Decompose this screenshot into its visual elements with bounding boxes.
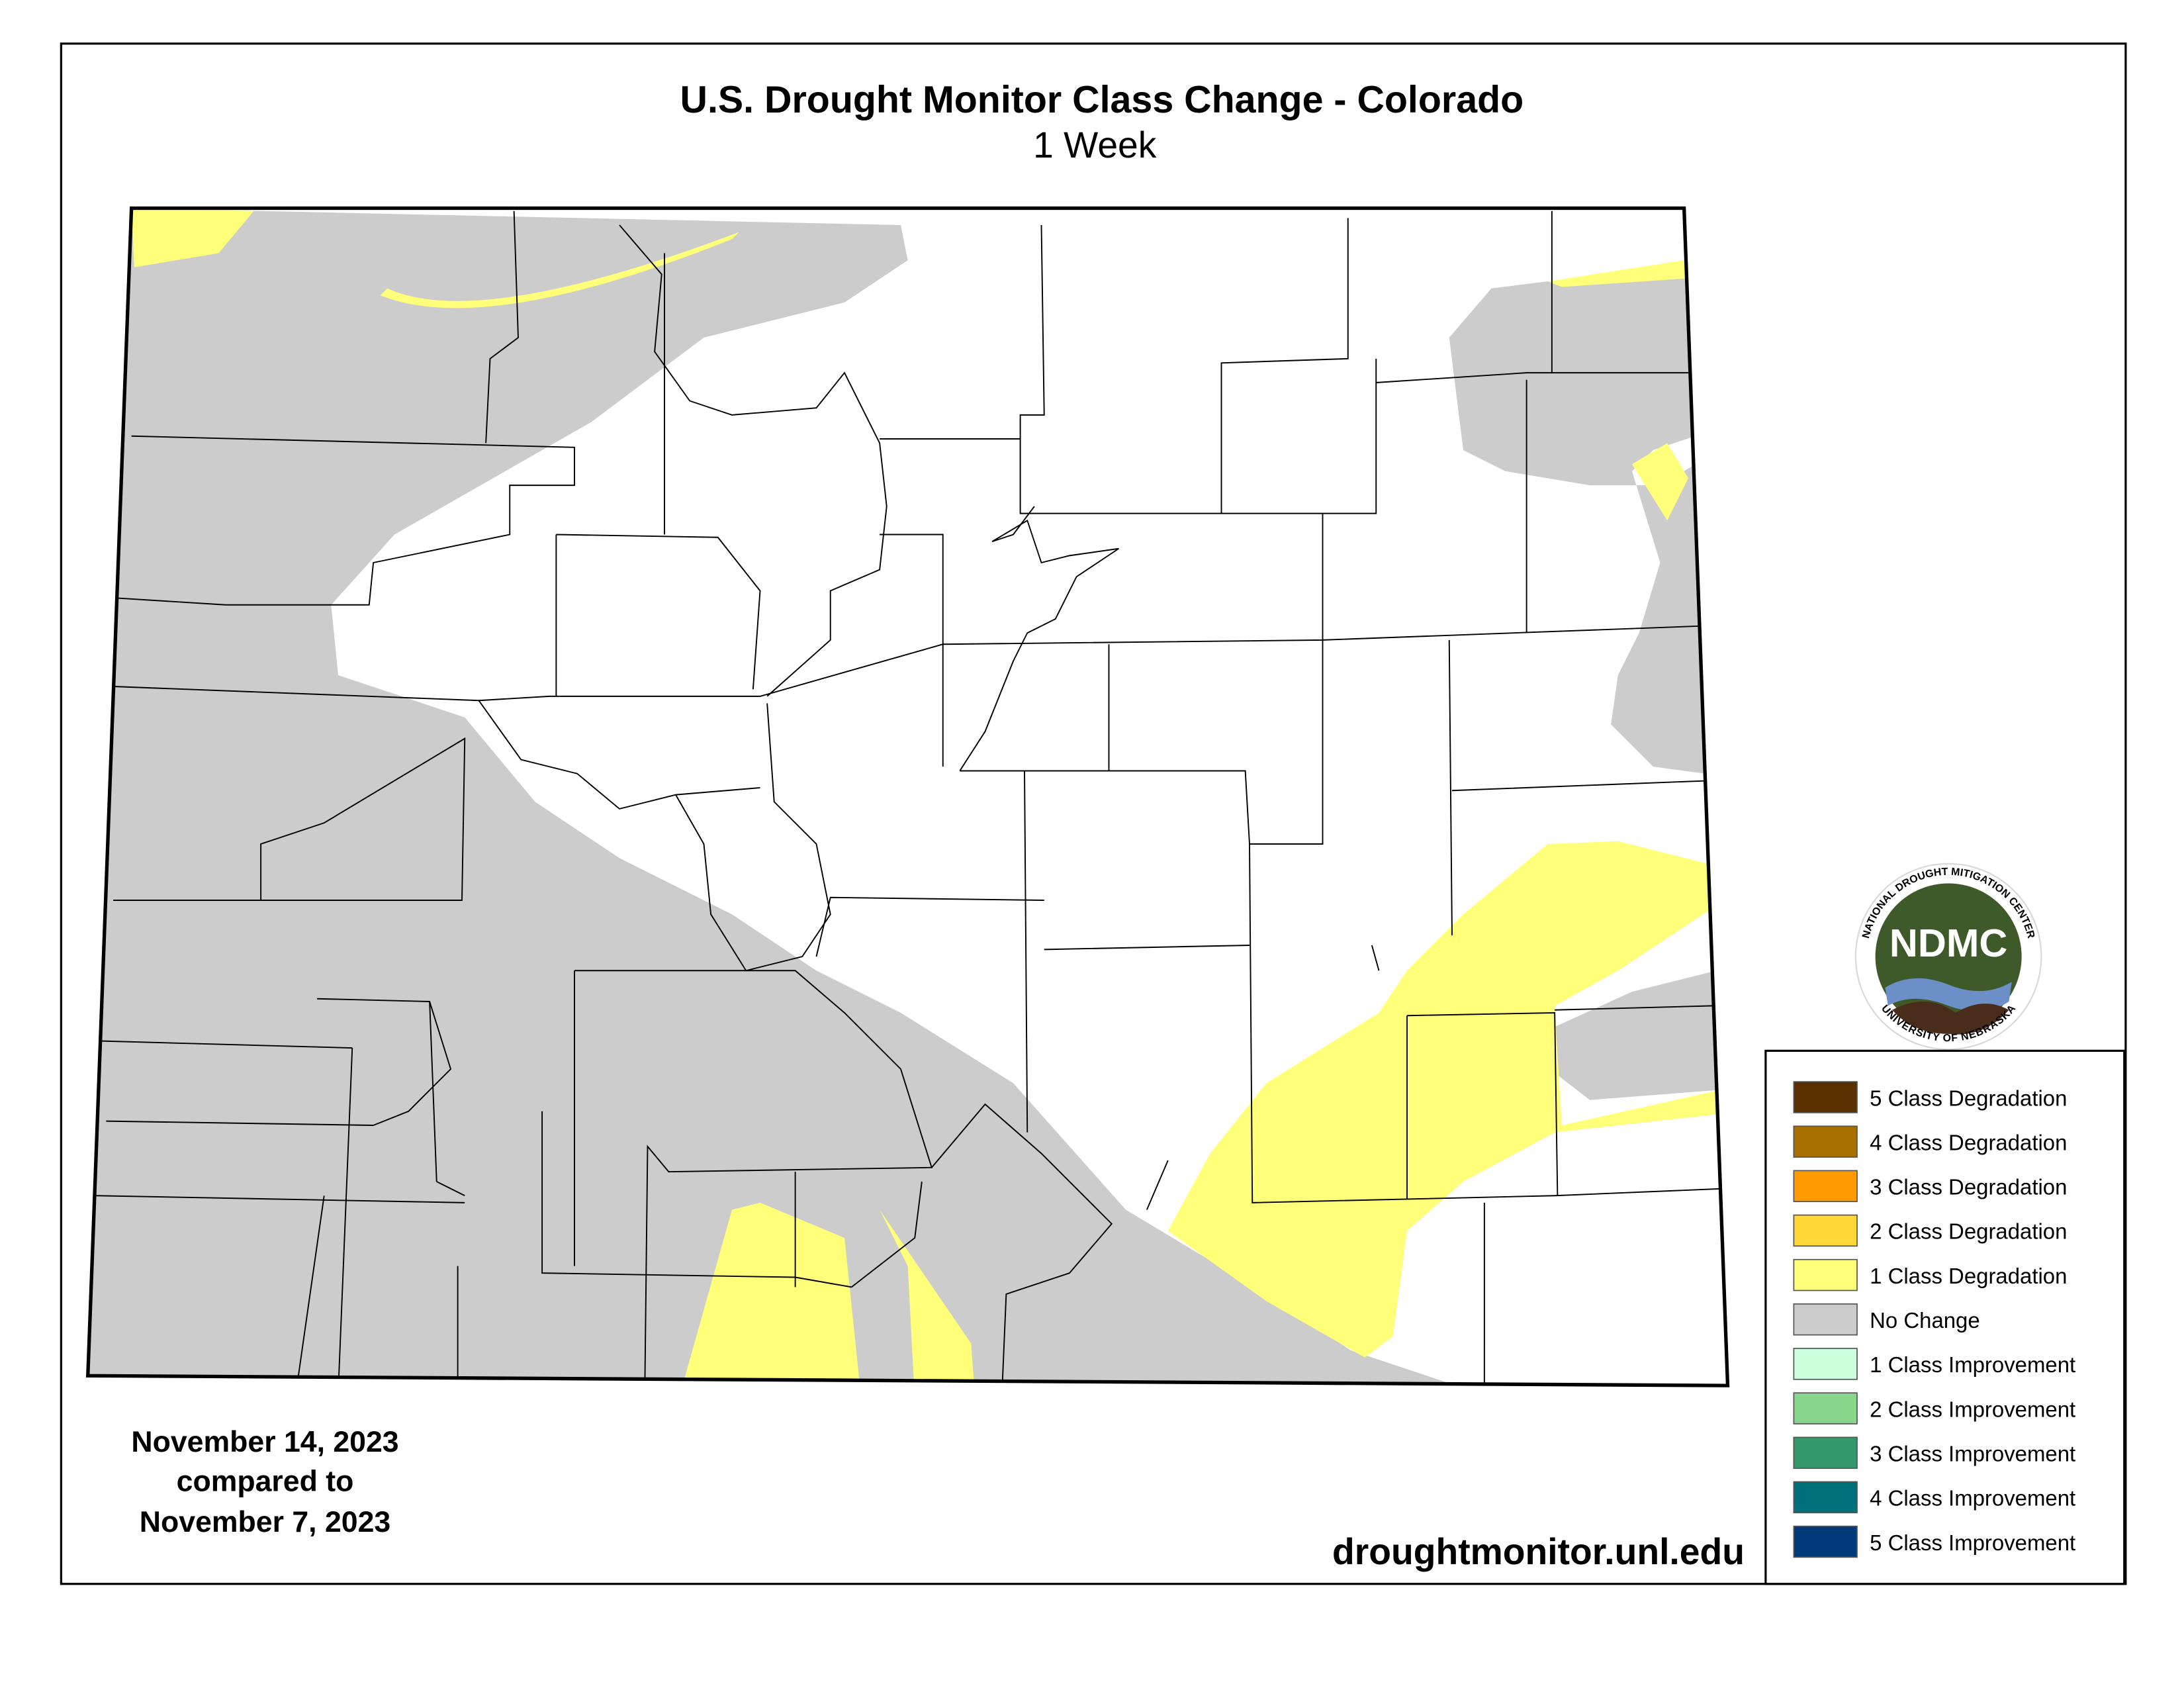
county-line: [485, 211, 519, 444]
legend-swatch: [1793, 1258, 1858, 1291]
degradation-area: [1167, 841, 1719, 1358]
county-line: [295, 998, 465, 1386]
date-line: November 14, 2023: [131, 1426, 398, 1458]
logo: NDMC NATIONAL DROUGHT MITIGATION CENTER …: [1854, 863, 2042, 1051]
legend-label: No Change: [1870, 1308, 1980, 1333]
dates: November 14, 2023 compared to November 7…: [131, 1426, 398, 1538]
logo-land: [1892, 1001, 2009, 1035]
degradation-area: [880, 1209, 976, 1386]
degradation-area: [131, 208, 254, 267]
legend-swatch: [1793, 1392, 1858, 1425]
county-line: [1406, 780, 1714, 1386]
legend-swatch: [1793, 1170, 1858, 1203]
county-line: [619, 224, 887, 697]
legend: 5 Class Degradation 4 Class Degradation 3 …: [1793, 1081, 2075, 1558]
county-lines: [96, 211, 1724, 1386]
legend-label: 5 Class Improvement: [1870, 1530, 2075, 1555]
degradation-area: [1632, 443, 1688, 521]
legend-label: 3 Class Degradation: [1870, 1175, 2067, 1199]
legend-swatch: [1793, 1125, 1858, 1158]
subtitle: 1 Week: [1033, 124, 1157, 165]
legend-swatch: [1793, 1303, 1858, 1336]
legend-swatch: [1793, 1436, 1858, 1469]
no-change-area: [1555, 970, 1717, 1100]
degradation-area: [1547, 260, 1686, 287]
date-line: compared to: [177, 1466, 354, 1498]
no-change-area: [87, 208, 1478, 1386]
date-line: November 7, 2023: [140, 1506, 390, 1538]
legend-swatch: [1793, 1525, 1858, 1558]
county-line: [959, 506, 1119, 772]
degradation-area: [380, 232, 739, 308]
degradation-area: [678, 1202, 862, 1386]
no-change-area: [1449, 274, 1706, 774]
legend-label: 1 Class Degradation: [1870, 1264, 2067, 1288]
website: droughtmonitor.unl.edu: [1332, 1531, 1745, 1572]
map-regions: [87, 208, 1728, 1386]
county-line: [1019, 211, 1688, 640]
title: U.S. Drought Monitor Class Change - Colo…: [680, 79, 1524, 121]
county-line: [555, 253, 1021, 767]
legend-label: 4 Class Improvement: [1870, 1486, 2075, 1511]
county-line: [113, 435, 575, 606]
legend-label: 3 Class Improvement: [1870, 1441, 2075, 1466]
legend-swatch: [1793, 1081, 1858, 1113]
legend-label: 2 Class Improvement: [1870, 1397, 2075, 1421]
legend-swatch: [1793, 1481, 1858, 1514]
legend-label: 1 Class Improvement: [1870, 1352, 2075, 1377]
logo-acronym: NDMC: [1889, 921, 2007, 965]
logo-water: [1885, 978, 2012, 1011]
county-line: [96, 737, 933, 1386]
legend-label: 5 Class Degradation: [1870, 1086, 2067, 1110]
county-line: [478, 700, 831, 972]
legend-label: 2 Class Degradation: [1870, 1219, 2067, 1244]
legend-label: 4 Class Degradation: [1870, 1130, 2067, 1154]
state-outline: [85, 206, 1730, 1387]
county-line: [851, 1103, 1169, 1386]
legend-swatch: [1793, 1214, 1858, 1247]
legend-swatch: [1793, 1348, 1858, 1380]
county-line: [815, 639, 1724, 1203]
